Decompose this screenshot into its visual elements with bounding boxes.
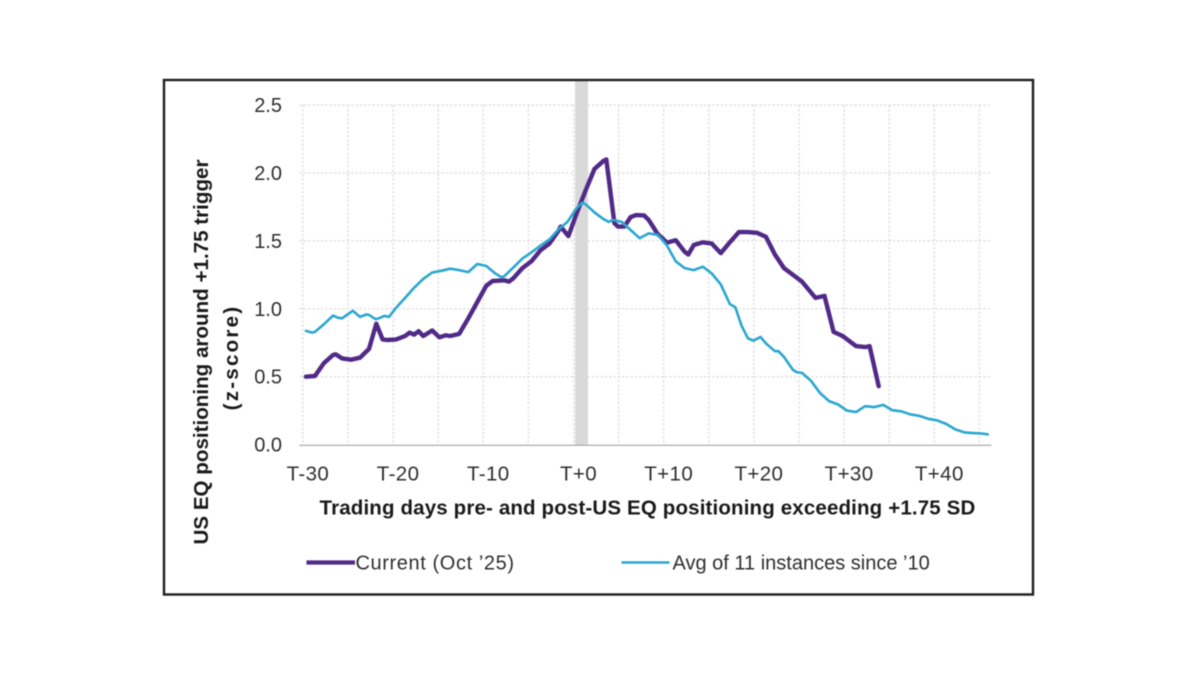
svg-text:T+40: T+40 bbox=[915, 463, 964, 486]
svg-text:0.5: 0.5 bbox=[254, 367, 282, 389]
svg-text:1.5: 1.5 bbox=[254, 231, 282, 253]
svg-text:2.5: 2.5 bbox=[254, 95, 282, 117]
svg-text:T+20: T+20 bbox=[734, 463, 783, 486]
svg-text:2.0: 2.0 bbox=[254, 163, 282, 185]
svg-text:Avg of 11 instances since ’10: Avg of 11 instances since ’10 bbox=[673, 553, 930, 575]
svg-text:Trading days pre- and post-US: Trading days pre- and post-US EQ positio… bbox=[320, 497, 976, 520]
svg-text:T+10: T+10 bbox=[644, 463, 693, 486]
svg-text:T-30: T-30 bbox=[287, 463, 330, 486]
svg-text:Current (Oct ’25): Current (Oct ’25) bbox=[356, 553, 515, 575]
svg-text:T-20: T-20 bbox=[377, 463, 420, 486]
svg-text:T-10: T-10 bbox=[467, 463, 510, 486]
svg-text:US EQ positioning around +1.75: US EQ positioning around +1.75 trigger bbox=[190, 159, 213, 544]
svg-text:(z-score): (z-score) bbox=[220, 305, 243, 411]
svg-text:0.0: 0.0 bbox=[254, 435, 282, 457]
svg-text:T+30: T+30 bbox=[825, 463, 874, 486]
svg-text:T+0: T+0 bbox=[560, 463, 597, 486]
svg-text:1.0: 1.0 bbox=[254, 299, 282, 321]
